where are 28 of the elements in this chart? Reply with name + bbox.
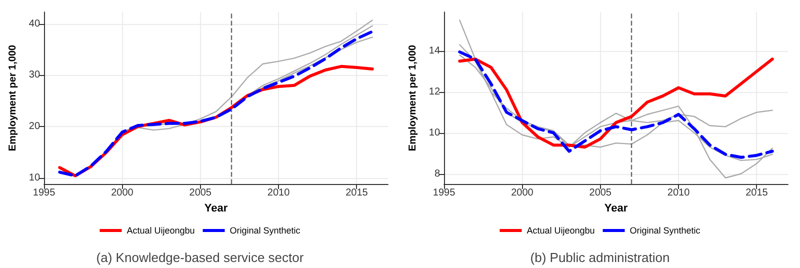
y-tick-label: 20 xyxy=(28,120,40,132)
text: (a) Knowledge-based service sector xyxy=(96,250,304,265)
y-tick-label: 10 xyxy=(28,172,40,184)
legend-label: Actual Uijeongbu xyxy=(126,226,195,236)
x-tick-label: 2010 xyxy=(667,188,690,198)
x-tick-label: 2015 xyxy=(746,188,768,198)
x-axis-title: Year xyxy=(604,202,628,214)
y-tick-label: 40 xyxy=(28,18,40,30)
x-axis-title: Year xyxy=(204,202,228,214)
y-tick-label: 8 xyxy=(434,168,440,180)
y-tick-label: 14 xyxy=(428,45,440,56)
legend-label: Original Synthetic xyxy=(630,226,701,236)
legend-label: Actual Uijeongbu xyxy=(526,226,595,236)
legend-label: Original Synthetic xyxy=(230,226,301,236)
x-tick-label: 1995 xyxy=(432,188,456,198)
x-tick-label: 2005 xyxy=(589,188,612,198)
x-tick-label: 1995 xyxy=(32,188,56,198)
x-tick-label: 2015 xyxy=(346,188,368,198)
y-axis-title: Employment per 1,000 xyxy=(8,44,18,152)
x-tick-label: 2010 xyxy=(267,188,290,198)
x-tick-label: 2005 xyxy=(189,188,212,198)
text: (b) Public administration xyxy=(530,250,670,265)
y-tick-label: 10 xyxy=(428,127,440,138)
y-tick-label: 12 xyxy=(428,86,440,98)
x-tick-label: 2000 xyxy=(511,188,534,198)
y-tick-label: 30 xyxy=(28,70,40,81)
y-axis-title: Employment per 1,000 xyxy=(408,44,418,152)
x-tick-label: 2000 xyxy=(111,188,134,198)
